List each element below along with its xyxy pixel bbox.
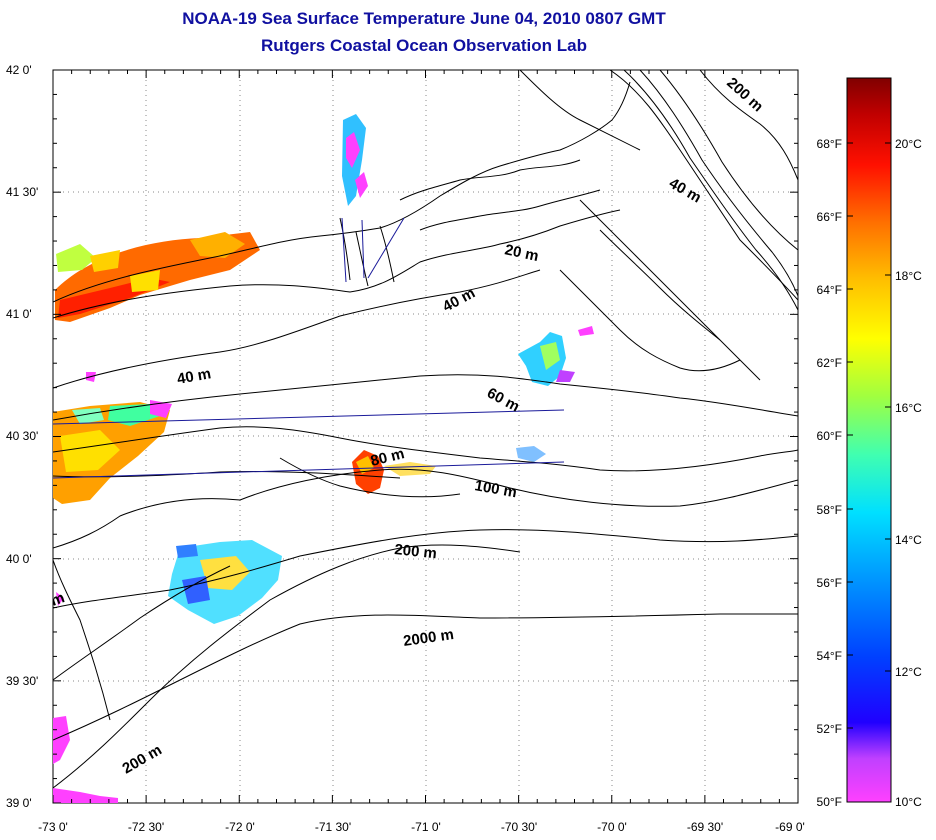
sst-patches (53, 114, 594, 803)
lon-tick-label: -73 0' (38, 820, 68, 834)
colorbar-f-label: 68°F (817, 137, 842, 151)
colorbar-f-label: 60°F (817, 429, 842, 443)
colorbar-c-label: 18°C (895, 269, 922, 283)
colorbar-f-labels: 68°F 66°F 64°F 62°F 60°F 58°F 56°F 54°F … (817, 137, 842, 809)
tick-marks (52, 69, 799, 804)
colorbar-c-label: 10°C (895, 795, 922, 809)
lon-tick-labels: -73 0' -72 30' -72 0' -71 30' -71 0' -70… (38, 820, 805, 834)
colorbar (846, 77, 892, 803)
lat-tick-label: 42 0' (6, 63, 32, 77)
contour-label: 200 m (394, 541, 438, 562)
lon-tick-label: -71 0' (411, 820, 441, 834)
lon-tick-label: -69 30' (687, 820, 723, 834)
colorbar-f-label: 54°F (817, 649, 842, 663)
colorbar-f-label: 52°F (817, 722, 842, 736)
lon-tick-label: -70 30' (501, 820, 537, 834)
lat-tick-label: 40 30' (6, 429, 38, 443)
lon-tick-label: -70 0' (597, 820, 627, 834)
map-frame (52, 69, 799, 804)
colorbar-c-labels: 20°C 18°C 16°C 14°C 12°C 10°C (895, 137, 922, 809)
colorbar-c-label: 14°C (895, 533, 922, 547)
lat-tick-label: 41 0' (6, 307, 32, 321)
lon-tick-label: -72 0' (225, 820, 255, 834)
colorbar-f-label: 64°F (817, 283, 842, 297)
lon-tick-label: -69 0' (775, 820, 805, 834)
bathymetry-contours (53, 70, 798, 789)
colorbar-f-label: 62°F (817, 356, 842, 370)
contour-label: 40 m (176, 365, 213, 388)
track-lines (53, 217, 565, 479)
colorbar-c-label: 16°C (895, 401, 922, 415)
colorbar-f-label: 66°F (817, 210, 842, 224)
map-subtitle: Rutgers Coastal Ocean Observation Lab (261, 36, 587, 55)
lon-tick-label: -72 30' (128, 820, 164, 834)
map-title: NOAA-19 Sea Surface Temperature June 04,… (182, 9, 666, 28)
lat-tick-label: 40 0' (6, 552, 32, 566)
lat-tick-label: 39 0' (6, 796, 32, 810)
colorbar-f-label: 56°F (817, 576, 842, 590)
contour-label: 2000 m (402, 626, 455, 650)
colorbar-ticks (847, 142, 891, 729)
contour-label: 20 m (503, 241, 540, 265)
graticule (53, 70, 798, 803)
lat-tick-label: 41 30' (6, 185, 38, 199)
lat-tick-labels: 42 0' 41 30' 41 0' 40 30' 40 0' 39 30' 3… (6, 63, 38, 810)
colorbar-f-label: 58°F (817, 503, 842, 517)
colorbar-f-label: 50°F (817, 795, 842, 809)
colorbar-c-label: 20°C (895, 137, 922, 151)
lat-tick-label: 39 30' (6, 674, 38, 688)
colorbar-c-label: 12°C (895, 665, 922, 679)
lon-tick-label: -71 30' (315, 820, 351, 834)
